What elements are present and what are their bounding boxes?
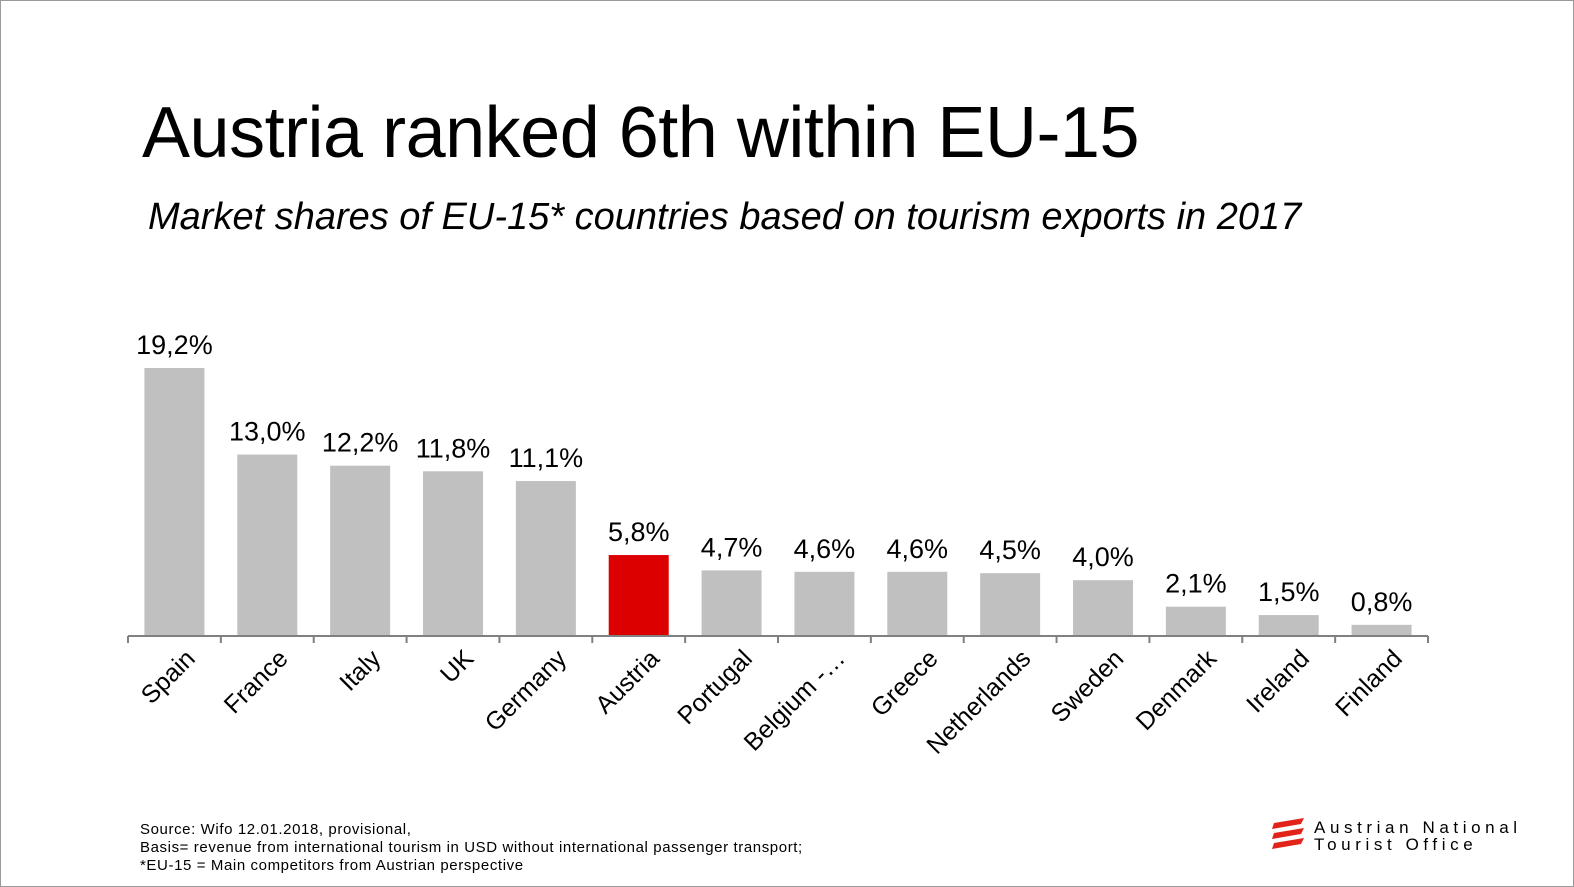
footnote-source: Source: Wifo 12.01.2018, provisional, [140, 821, 412, 838]
chart-subtitle: Market shares of EU-15* countries based … [148, 196, 1302, 238]
bar-uk [423, 471, 483, 636]
data-label: 5,8% [608, 517, 670, 547]
x-tick-label: Belgium -… [739, 644, 851, 756]
data-label: 4,0% [1072, 542, 1134, 572]
x-tick-label: Italy [334, 644, 387, 697]
x-tick-label: Germany [480, 644, 573, 737]
data-label: 4,6% [794, 534, 856, 564]
data-label: 0,8% [1351, 587, 1413, 617]
data-label: 4,7% [701, 532, 763, 562]
bar-portugal [701, 570, 762, 636]
data-label: 4,6% [887, 534, 949, 564]
bar-france [237, 454, 298, 636]
austria-flag-stripes-icon [1272, 818, 1304, 849]
x-tick-label: UK [435, 644, 480, 689]
bar-netherlands [980, 573, 1041, 636]
data-label: 12,2% [322, 428, 399, 458]
x-tick-label: France [219, 644, 294, 719]
x-tick-label: Denmark [1131, 644, 1223, 736]
x-tick-label: Sweden [1046, 644, 1130, 728]
footnote-basis: Basis= revenue from international touris… [140, 839, 803, 856]
x-tick-label: Ireland [1241, 644, 1315, 718]
data-label: 13,0% [229, 417, 306, 447]
x-tick-label: Austria [590, 644, 665, 719]
logo-line-2: Tourist Office [1314, 835, 1478, 854]
bar-italy [330, 465, 391, 636]
x-tick-label: Greece [866, 644, 944, 722]
bar-spain [144, 368, 205, 636]
x-tick-label: Portugal [672, 644, 758, 730]
source-footnote: Source: Wifo 12.01.2018, provisional, Ba… [140, 821, 803, 875]
bar-sweden [1073, 580, 1133, 636]
data-label: 4,5% [979, 535, 1041, 565]
bar-ireland [1258, 615, 1319, 636]
data-label: 19,2% [136, 330, 213, 360]
bar-germany [515, 481, 576, 636]
logo-line-1: Austrian National [1314, 818, 1522, 837]
data-label: 2,1% [1165, 569, 1227, 599]
bar-denmark [1165, 606, 1226, 636]
bar-austria [608, 555, 669, 636]
austrian-tourist-office-logo: Austrian National Tourist Office [1270, 816, 1560, 856]
bar-greece [887, 571, 948, 636]
data-label: 1,5% [1258, 577, 1320, 607]
bar-finland [1351, 624, 1412, 636]
data-label: 11,8% [416, 433, 491, 463]
bar-belgium [794, 571, 855, 636]
x-tick-label: Spain [136, 644, 201, 709]
page-title: Austria ranked 6th within EU-15 [142, 93, 1140, 173]
data-label: 11,1% [509, 443, 584, 473]
x-tick-label: Finland [1330, 644, 1408, 722]
footnote-eu15: *EU-15 = Main competitors from Austrian … [140, 857, 524, 874]
